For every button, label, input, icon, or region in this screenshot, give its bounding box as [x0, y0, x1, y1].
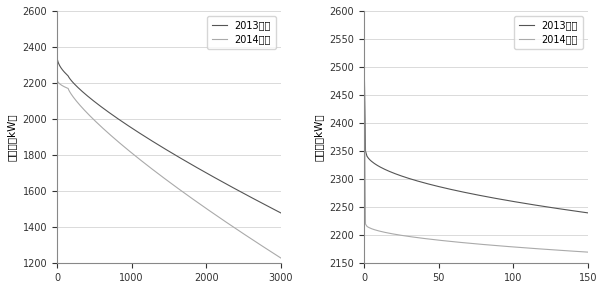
Y-axis label: 電力［万kW］: 電力［万kW］ [7, 113, 17, 161]
Legend: 2013年度, 2014年度: 2013年度, 2014年度 [207, 16, 276, 49]
Y-axis label: 電力［万kW］: 電力［万kW］ [314, 113, 324, 161]
Legend: 2013年度, 2014年度: 2013年度, 2014年度 [515, 16, 583, 49]
